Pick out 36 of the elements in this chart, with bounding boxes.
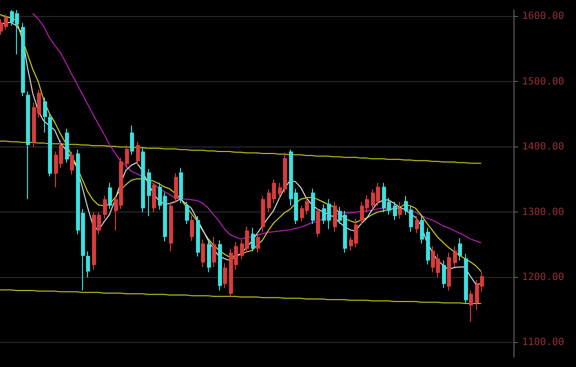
candlestick <box>469 290 473 322</box>
candlestick <box>43 96 47 134</box>
candlestick <box>212 236 216 268</box>
candlestick <box>398 201 402 220</box>
candlestick <box>420 216 424 244</box>
candlestick <box>201 239 205 268</box>
candlestick <box>136 141 140 166</box>
candlestick <box>251 227 255 252</box>
y-tick-label: 1400.00 <box>522 142 564 153</box>
candlestick <box>393 201 397 221</box>
y-tick-label: 1600.00 <box>522 11 564 22</box>
candlestick <box>185 201 189 224</box>
candlestick <box>103 195 107 220</box>
candlestick <box>256 232 260 254</box>
y-tick-label: 1200.00 <box>522 272 564 284</box>
candlestick <box>152 182 156 213</box>
candlestick <box>207 240 211 273</box>
y-tick-label: 1300.00 <box>522 206 564 218</box>
candlestick <box>316 208 320 238</box>
candlestick <box>147 168 151 217</box>
candlestick <box>223 262 227 288</box>
candlestick <box>174 172 178 204</box>
y-tick-label: 1500.00 <box>522 76 564 88</box>
y-tick-label: 1100.00 <box>522 337 564 348</box>
candlestick <box>442 260 446 288</box>
candlestick <box>108 182 112 210</box>
candlestick <box>333 201 337 232</box>
candlestick <box>458 238 462 261</box>
candlestick <box>190 214 194 242</box>
candlestick <box>125 145 129 168</box>
candlestick <box>453 246 457 268</box>
candlestick <box>86 250 90 278</box>
candlestick <box>415 216 419 234</box>
candlestick <box>70 151 74 175</box>
candlestick <box>130 124 134 156</box>
candlestick <box>4 14 8 30</box>
